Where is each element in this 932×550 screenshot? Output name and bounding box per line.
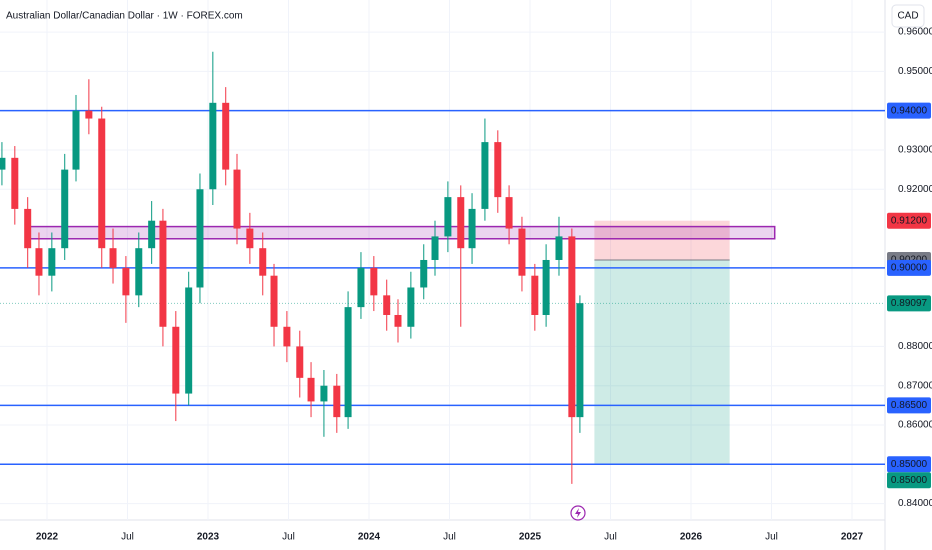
candle-body	[505, 197, 513, 229]
currency-box[interactable]	[891, 4, 925, 28]
candle-body	[98, 118, 106, 249]
x-tick-label: Jul	[765, 532, 778, 543]
candle-body	[233, 169, 241, 229]
y-tick-label: 0.95000	[898, 66, 932, 77]
candle-body	[494, 142, 502, 198]
candle-body	[159, 220, 167, 327]
candle-body	[320, 385, 328, 402]
price-badge	[887, 212, 931, 229]
price-badge	[887, 472, 931, 489]
price-badge-label: 0.91200	[891, 215, 928, 226]
candle-body	[357, 267, 365, 308]
candle-body	[333, 385, 341, 418]
candle-body	[35, 248, 43, 276]
candle-body	[394, 314, 402, 327]
candle-body	[85, 110, 93, 119]
price-badge-label: 0.89097	[891, 298, 928, 309]
price-badge-label: 0.94000	[891, 105, 928, 116]
candle-body	[420, 259, 428, 288]
candle-body	[270, 275, 278, 327]
candle-body	[296, 346, 304, 378]
candle-body	[72, 110, 80, 170]
candle-body	[48, 248, 56, 276]
supply-zone	[26, 225, 776, 240]
target-zone	[594, 259, 730, 465]
candle-body	[148, 220, 156, 249]
price-badge-label: 0.85000	[891, 475, 928, 486]
candle-body	[555, 236, 563, 260]
lightning-icon[interactable]	[570, 505, 586, 521]
x-tick-label: Jul	[282, 532, 295, 543]
candle-body	[518, 228, 526, 276]
candle-body	[307, 377, 315, 402]
y-tick-label: 0.88000	[898, 341, 932, 352]
y-tick-label: 0.84000	[898, 498, 932, 509]
price-badge	[887, 397, 931, 414]
x-tick-label: 2026	[680, 532, 703, 543]
candle-body	[383, 295, 391, 315]
y-tick-label: 0.96000	[898, 27, 932, 38]
candle-body	[61, 169, 69, 249]
x-tick-label: 2023	[197, 532, 220, 543]
candle-body	[568, 236, 576, 418]
price-badge	[887, 456, 931, 473]
candle-body	[283, 326, 291, 347]
price-badge	[887, 102, 931, 119]
candle-body	[209, 102, 217, 190]
price-badge	[887, 295, 931, 312]
y-tick-label: 0.87000	[898, 380, 932, 391]
price-badge	[887, 259, 931, 276]
candle-body	[468, 208, 476, 249]
currency: CAD	[897, 11, 918, 22]
candle-body	[370, 267, 378, 296]
candle-body	[222, 102, 230, 170]
x-tick-label: 2025	[519, 532, 542, 543]
candle-body	[0, 157, 6, 170]
candle-body	[344, 307, 352, 418]
x-tick-label: Jul	[121, 532, 134, 543]
x-tick-label: Jul	[604, 532, 617, 543]
candle-body	[185, 287, 193, 394]
candle-body	[481, 142, 489, 209]
x-tick-label: 2024	[358, 532, 381, 543]
candle-body	[542, 259, 550, 315]
y-tick-label: 0.86000	[898, 420, 932, 431]
candle-body	[172, 326, 180, 394]
x-tick-label: Jul	[443, 532, 456, 543]
x-tick-label: 2022	[36, 532, 59, 543]
candle-body	[135, 248, 143, 296]
chart-title: Australian Dollar/Canadian Dollar · 1W ·…	[6, 11, 243, 22]
price-badge-label: 0.90000	[891, 262, 928, 273]
y-tick-label: 0.93000	[898, 145, 932, 156]
candle-body	[457, 197, 465, 249]
candle-body	[407, 287, 415, 327]
y-tick-label: 0.92000	[898, 184, 932, 195]
candle-body	[259, 248, 267, 276]
candle-body	[576, 303, 584, 418]
price-badge-label: 0.85000	[891, 459, 928, 470]
candle-body	[24, 208, 32, 249]
candle-body	[11, 157, 19, 209]
candle-body	[109, 248, 117, 268]
x-tick-label: 2027	[841, 532, 864, 543]
candle-body	[444, 197, 452, 237]
candle-body	[246, 228, 254, 249]
candle-body	[531, 275, 539, 315]
candle-body	[431, 236, 439, 260]
candle-body	[122, 267, 130, 296]
candle-body	[196, 189, 204, 288]
price-badge-label: 0.86500	[891, 400, 928, 411]
